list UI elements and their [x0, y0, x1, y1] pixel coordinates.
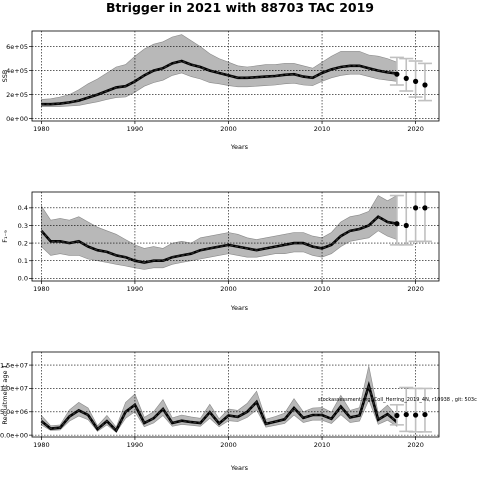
ssb-ylabel: SSB: [1, 70, 9, 83]
recruitment-note: stockassessment.org, Coll_Herring_2019_4…: [318, 397, 477, 403]
f-xlabel: Years: [230, 304, 249, 312]
ssb-xtick-label-1: 1990: [127, 125, 144, 133]
recruitment-xlabel: Years: [230, 464, 249, 472]
ssb-ytick-label-1: 2e+05: [6, 91, 28, 99]
panel-recruitment: 1980 1990 2000 2010 2020 0.0e+00 5.0e+06 1.0e+0…: [0, 351, 477, 472]
f-point-3: [422, 205, 428, 211]
ssb-xtick-label-3: 2010: [314, 125, 331, 133]
recruitment-ytick-label-1: 5.0e+06: [0, 408, 28, 416]
ssb-ytick-label-2: 4e+05: [6, 67, 28, 75]
f-xtick-label-2: 2000: [220, 285, 237, 293]
recruitment-xtick-label-4: 2020: [407, 441, 424, 449]
panel-f: 1980 1990 2000 2010 2020 0.0 0.1 0.2 0.3 0.4 Years…: [1, 191, 440, 312]
recruitment-xtick-label-2: 2000: [220, 441, 237, 449]
recruitment-xtick-label-0: 1980: [33, 441, 50, 449]
ssb-ytick-label-3: 6e+05: [6, 43, 28, 51]
recruitment-point-3: [422, 411, 428, 418]
f-ytick-label-4: 0.4: [18, 204, 28, 212]
figure-title: Btrigger in 2021 with 88703 TAC 2019: [106, 0, 374, 15]
ssb-median-line: [41, 60, 397, 105]
panel-ssb: 1980 1990 2000 2010 2020 0e+00 2e+05 4e+05 6e+05…: [1, 30, 440, 151]
ssb-xtick-label-0: 1980: [33, 125, 50, 133]
recruitment-xtick-label-1: 1990: [127, 441, 144, 449]
ssb-point-2: [413, 78, 419, 84]
ssb-xtick-label-4: 2020: [407, 125, 424, 133]
recruitment-point-1: [403, 411, 409, 418]
ssb-point-1: [403, 75, 409, 81]
f-ytick-label-1: 0.1: [18, 257, 28, 265]
ssb-xtick-label-2: 2000: [220, 125, 237, 133]
f-point-1: [403, 222, 409, 229]
f-xtick-label-4: 2020: [407, 285, 424, 293]
recruitment-ytick-label-3: 1.5e+07: [0, 361, 28, 369]
recruitment-median-line: [41, 383, 398, 432]
f-ylabel: F₁₋₉: [1, 230, 9, 243]
recruitment-point-2: [413, 412, 419, 418]
ssb-point-0: [394, 71, 400, 77]
recruitment-ylabel: Recruitment age 1: [1, 364, 9, 424]
f-xtick-label-1: 1990: [127, 285, 144, 293]
f-point-2: [413, 205, 419, 211]
f-ytick-label-3: 0.3: [18, 222, 28, 230]
f-ytick-label-0: 0.0: [18, 275, 28, 283]
f-frame: [31, 191, 440, 282]
f-median-line: [40, 215, 398, 264]
f-ci-band: [41, 194, 398, 270]
f-xtick-label-0: 1980: [33, 285, 50, 293]
ssb-xlabel: Years: [230, 143, 249, 151]
ssb-frame: [31, 30, 440, 122]
recruitment-ytick-label-2: 1.0e+07: [0, 385, 28, 393]
recruitment-point-0: [394, 412, 400, 419]
recruitment-frame: [31, 351, 440, 438]
recruitment-xtick-label-3: 2010: [314, 441, 331, 449]
ssb-ytick-label-0: 0e+00: [6, 115, 28, 123]
f-xtick-label-3: 2010: [314, 285, 331, 293]
f-ytick-label-2: 0.2: [18, 239, 28, 247]
recruitment-ytick-label-0: 0.0e+00: [0, 431, 28, 439]
f-point-0: [394, 221, 400, 227]
ssb-point-3: [422, 82, 428, 88]
